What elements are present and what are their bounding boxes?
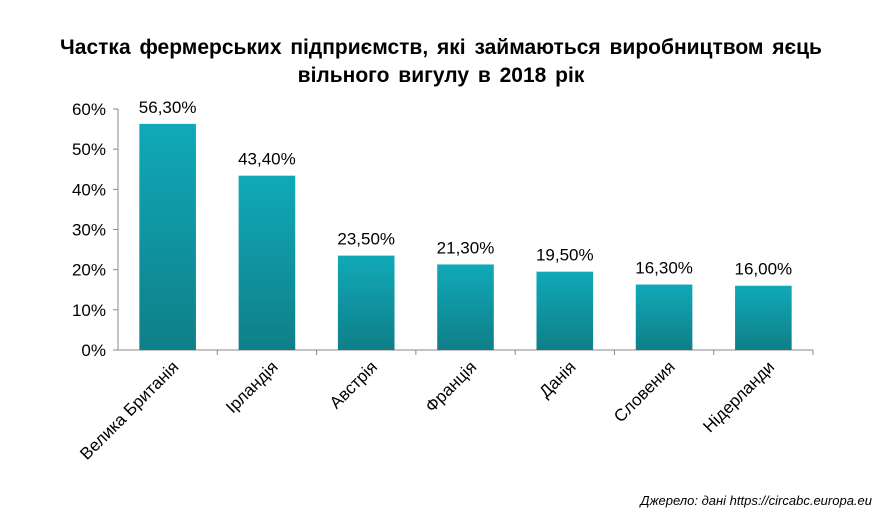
data-label: 23,50% — [337, 230, 395, 249]
data-label: 21,30% — [437, 238, 495, 257]
y-tick-label: 60% — [72, 100, 106, 119]
data-label: 19,50% — [536, 246, 594, 265]
bar — [437, 264, 494, 350]
y-tick-label: 0% — [81, 341, 106, 360]
bar — [735, 285, 792, 350]
chart-title-line-2: вільного вигулу в 2018 рік — [297, 64, 585, 87]
bar — [337, 255, 395, 350]
data-label: 43,40% — [238, 150, 296, 169]
y-tick-label: 50% — [72, 140, 106, 159]
bar — [536, 271, 594, 350]
chart-title: Частка фермерських підприємств, які займ… — [0, 34, 882, 90]
x-tick-label: Словения — [610, 357, 679, 426]
x-tick-label: Данія — [536, 357, 580, 401]
y-tick-label: 10% — [72, 301, 106, 320]
data-label: 16,30% — [635, 259, 693, 278]
source-note: Джерело: дані https://circabc.europa.eu — [640, 493, 872, 508]
y-tick-label: 20% — [72, 261, 106, 280]
y-tick-label: 30% — [72, 221, 106, 240]
y-tick-label: 40% — [72, 180, 106, 199]
bar — [238, 175, 296, 350]
data-label: 56,30% — [139, 98, 197, 117]
x-tick-label: Велика Британія — [76, 357, 182, 463]
x-tick-label: Франція — [422, 357, 481, 416]
bar — [635, 284, 693, 350]
chart-title-line-1: Частка фермерських підприємств, які займ… — [60, 36, 822, 59]
bar — [139, 123, 196, 350]
x-tick-label: Ірландія — [222, 357, 282, 417]
x-tick-label: Австрія — [326, 357, 381, 412]
x-tick-label: Нідерланди — [699, 357, 778, 436]
data-label: 16,00% — [735, 260, 793, 279]
